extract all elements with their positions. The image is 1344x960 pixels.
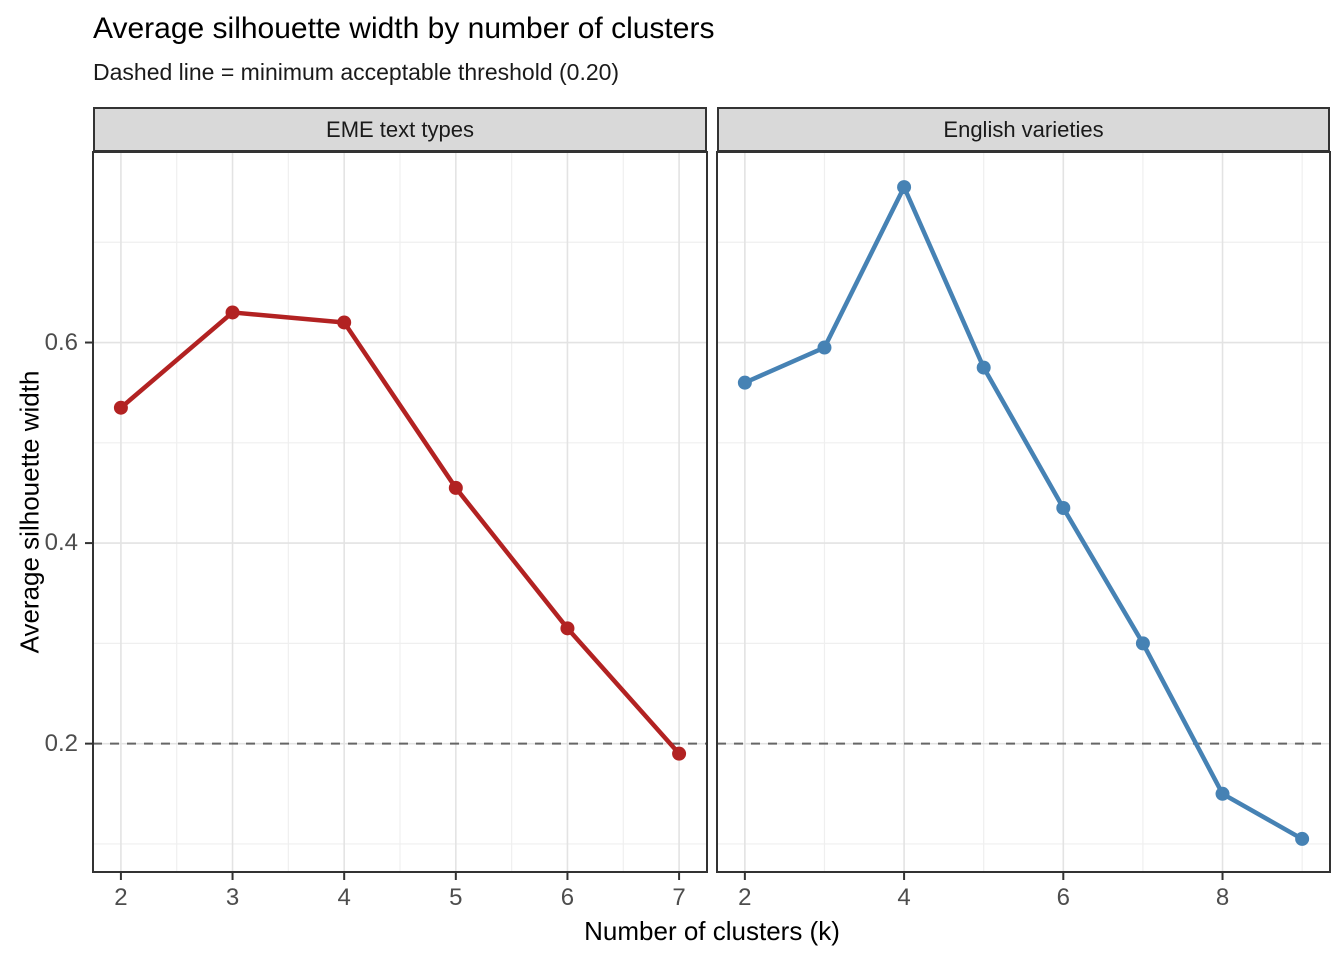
chart-subtitle: Dashed line = minimum acceptable thresho…	[93, 59, 620, 85]
y-axis-title: Average silhouette width	[14, 370, 45, 654]
data-point	[225, 305, 240, 320]
data-point	[1135, 636, 1150, 651]
x-tick-label: 2	[738, 884, 752, 911]
facet-strip-english-varieties: English varieties	[717, 107, 1330, 152]
data-point	[976, 360, 991, 375]
y-tick-label: 0.4	[44, 529, 78, 557]
y-tick-label: 0.2	[44, 729, 78, 757]
data-point	[560, 621, 575, 636]
x-tick-label: 6	[560, 884, 575, 911]
data-point	[448, 480, 463, 495]
x-tick-label: 2	[114, 884, 128, 911]
panel-background	[717, 152, 1330, 872]
series-line	[742, 184, 1305, 842]
x-tick-label: 7	[672, 884, 686, 911]
panel-border	[92, 151, 708, 873]
y-tick-label: 0.6	[44, 328, 78, 356]
series-line	[118, 310, 682, 756]
data-point	[1215, 786, 1230, 801]
data-point	[337, 315, 352, 330]
x-tick-label: 6	[1056, 884, 1070, 911]
data-point	[817, 340, 832, 355]
data-point	[1056, 500, 1071, 515]
x-tick-label: 4	[897, 884, 911, 911]
x-tick-label: 8	[1215, 884, 1230, 911]
panel-border	[716, 151, 1331, 873]
data-point	[737, 375, 752, 390]
chart-title: Average silhouette width by number of cl…	[93, 12, 715, 45]
data-point	[1295, 831, 1310, 846]
x-tick-label: 5	[449, 884, 463, 911]
data-point	[113, 400, 128, 415]
x-tick-label: 3	[225, 884, 240, 911]
data-point	[672, 746, 687, 761]
x-axis-title: Number of clusters (k)	[584, 916, 840, 946]
x-tick-label: 4	[337, 884, 351, 911]
data-point	[897, 180, 912, 195]
